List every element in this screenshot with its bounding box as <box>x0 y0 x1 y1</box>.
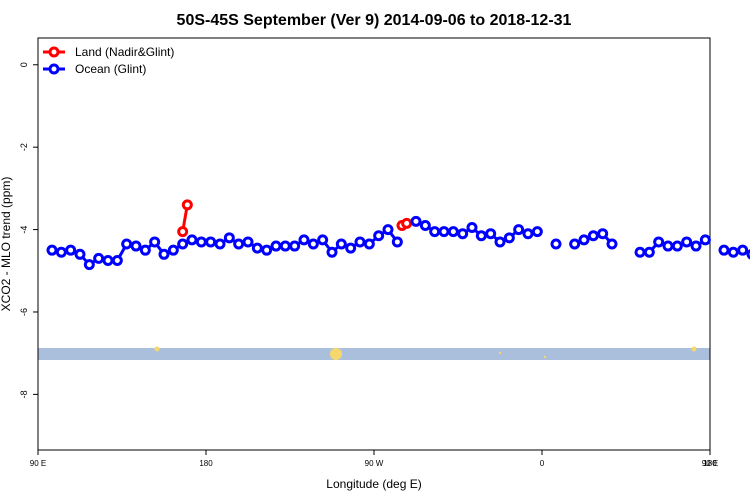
data-point <box>419 219 431 231</box>
data-point <box>74 248 86 260</box>
data-point <box>181 199 193 211</box>
data-point <box>438 226 450 238</box>
data-point <box>466 222 478 234</box>
data-point <box>317 234 329 246</box>
data-point <box>578 234 590 246</box>
data-point <box>102 254 114 266</box>
data-point <box>242 236 254 248</box>
data-point <box>177 238 189 250</box>
data-point <box>214 238 226 250</box>
data-point <box>475 230 487 242</box>
data-point <box>737 244 749 256</box>
data-point <box>186 234 198 246</box>
data-point <box>307 238 319 250</box>
data-point <box>261 244 273 256</box>
data-point <box>681 236 693 248</box>
data-point <box>139 244 151 256</box>
data-point <box>606 238 618 250</box>
data-point <box>494 236 506 248</box>
data-point <box>569 238 581 250</box>
data-point <box>195 236 207 248</box>
data-point <box>158 248 170 260</box>
data-point <box>279 240 291 252</box>
data-point <box>363 238 375 250</box>
data-point <box>531 226 543 238</box>
data-point <box>167 244 179 256</box>
data-point <box>391 236 403 248</box>
data-point <box>121 238 133 250</box>
x-tick-label: 90 E <box>30 459 46 468</box>
legend-marker <box>48 63 60 75</box>
glint-marker <box>691 346 697 352</box>
data-point <box>662 240 674 252</box>
x-axis-label: Longitude (deg E) <box>326 477 421 491</box>
background-band <box>38 348 710 360</box>
data-point <box>503 232 515 244</box>
data-point <box>149 236 161 248</box>
data-point <box>643 246 655 258</box>
data-point <box>93 252 105 264</box>
data-point <box>587 230 599 242</box>
data-point <box>653 236 665 248</box>
glint-marker <box>543 355 547 359</box>
data-point <box>345 242 357 254</box>
x-tick-label: 180 <box>703 459 717 468</box>
data-point <box>55 246 67 258</box>
data-point <box>699 234 711 246</box>
x-tick-label: 90 W <box>365 459 384 468</box>
data-point <box>233 238 245 250</box>
glint-marker <box>498 351 502 355</box>
data-point <box>130 240 142 252</box>
data-point <box>447 226 459 238</box>
data-point <box>205 236 217 248</box>
data-point <box>335 238 347 250</box>
chart-title: 50S-45S September (Ver 9) 2014-09-06 to … <box>177 12 572 29</box>
data-point <box>223 232 235 244</box>
y-tick-label: -8 <box>19 390 29 398</box>
data-point <box>382 224 394 236</box>
data-point <box>401 217 413 229</box>
data-point <box>485 228 497 240</box>
legend-label: Ocean (Glint) <box>75 62 146 76</box>
data-point <box>83 259 95 271</box>
data-point <box>671 240 683 252</box>
legend-marker <box>48 46 60 58</box>
data-point <box>597 228 609 240</box>
data-point <box>270 240 282 252</box>
x-tick-label: 0 <box>540 459 545 468</box>
y-axis-label: XCO2 - MLO trend (ppm) <box>0 177 13 312</box>
data-point <box>522 228 534 240</box>
data-point <box>727 246 739 258</box>
y-tick-label: -4 <box>19 226 29 234</box>
glint-marker <box>154 346 160 352</box>
data-point <box>513 224 525 236</box>
data-point <box>46 244 58 256</box>
data-point <box>373 230 385 242</box>
data-point <box>354 236 366 248</box>
data-point <box>410 215 422 227</box>
y-tick-label: 0 <box>19 62 29 67</box>
data-point <box>550 238 562 250</box>
data-point <box>718 244 730 256</box>
data-point <box>634 246 646 258</box>
data-point <box>298 234 310 246</box>
glint-marker <box>330 348 342 360</box>
data-point <box>251 242 263 254</box>
legend-label: Land (Nadir&Glint) <box>75 45 174 59</box>
y-tick-label: -2 <box>19 143 29 151</box>
y-tick-label: -6 <box>19 308 29 316</box>
data-point <box>429 226 441 238</box>
data-point <box>690 240 702 252</box>
x-tick-label: 90 E <box>702 459 718 468</box>
data-point <box>457 228 469 240</box>
x-tick-label: 180 <box>199 459 213 468</box>
data-point <box>111 254 123 266</box>
data-point <box>289 240 301 252</box>
data-point <box>326 246 338 258</box>
data-point <box>177 226 189 238</box>
data-point <box>65 244 77 256</box>
